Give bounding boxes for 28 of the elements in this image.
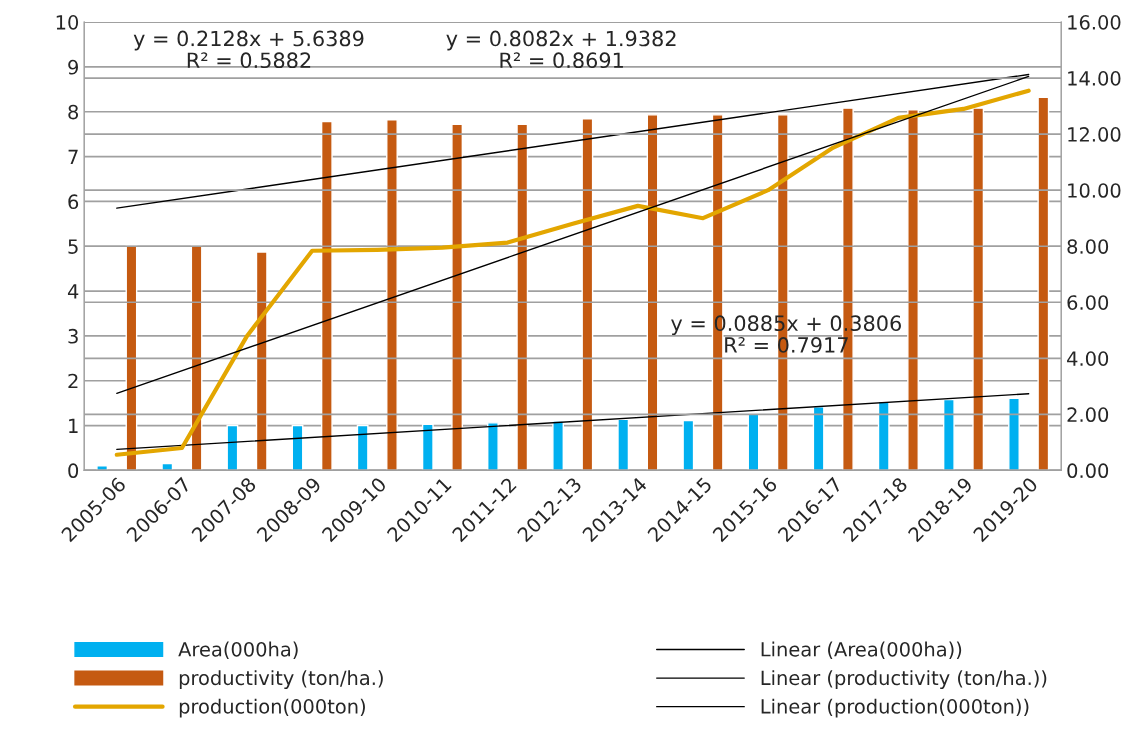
legend-label: Area(000ha) xyxy=(178,641,298,659)
y2-tick-label: 10.00 xyxy=(1068,183,1121,198)
y2-tick-label: 8.00 xyxy=(1067,239,1109,254)
y-tick-label: 2 xyxy=(68,373,78,389)
y-tick-label: 3 xyxy=(68,328,78,344)
y-tick-label: 5 xyxy=(68,239,78,254)
annotation: y = 0.2128x + 5.6389 R² = 0.5882 xyxy=(133,30,364,69)
legend-label: productivity (ton/ha.) xyxy=(179,670,383,689)
y2-tick-label: 6.00 xyxy=(1067,295,1109,310)
legend-label: Linear (Area(000ha)) xyxy=(761,641,962,659)
y-tick-label: 4 xyxy=(67,284,79,299)
y-tick-label: 0 xyxy=(68,463,79,479)
legend-label: Linear (productivity (ton/ha.)) xyxy=(761,670,1047,689)
legend-label: production(000ton) xyxy=(179,698,365,718)
y2-tick-label: 14.00 xyxy=(1068,71,1121,86)
y-tick-label: 8 xyxy=(68,104,79,120)
y-tick-label: 9 xyxy=(68,59,78,75)
annotation: y = 0.8082x + 1.9382 R² = 0.8691 xyxy=(446,30,676,69)
y-tick-label: 6 xyxy=(68,194,79,210)
y-tick-label: 1 xyxy=(69,418,78,433)
y-tick-label: 7 xyxy=(68,149,78,164)
legend-label: Linear (production(000ton)) xyxy=(761,698,1029,718)
y2-tick-label: 4.00 xyxy=(1067,351,1109,366)
y2-tick-label: 0.00 xyxy=(1067,463,1109,479)
y2-tick-label: 2.00 xyxy=(1067,407,1109,423)
y2-tick-label: 16.00 xyxy=(1068,15,1121,30)
y2-tick-label: 12.00 xyxy=(1068,127,1121,142)
y-tick-label: 10 xyxy=(56,15,79,30)
